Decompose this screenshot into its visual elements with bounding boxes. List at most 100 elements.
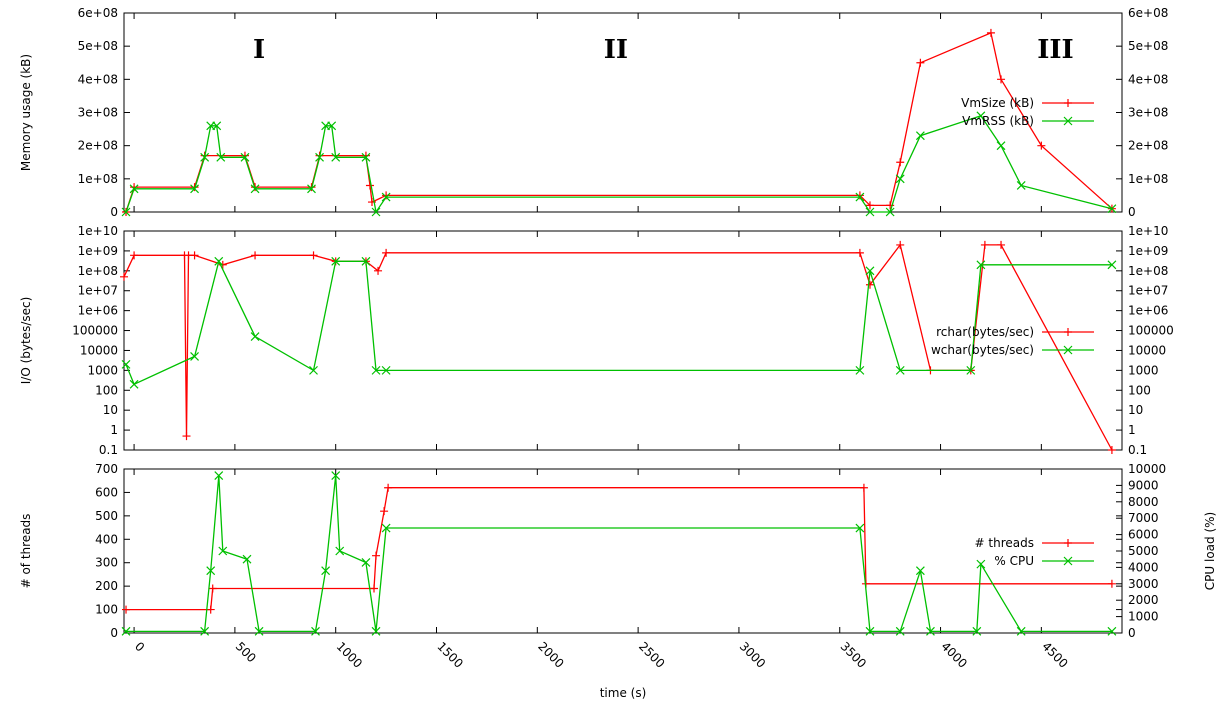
data-point — [254, 626, 264, 636]
data-point — [250, 184, 260, 194]
y-tick-label-right: 4000 — [1128, 560, 1159, 574]
data-point — [121, 626, 131, 636]
legend-label: rchar(bytes/sec) — [936, 325, 1034, 339]
y-tick-label-left: 4e+08 — [78, 72, 118, 86]
x-tick-label: 2500 — [636, 639, 667, 670]
x-tick-label: 3000 — [737, 639, 768, 670]
y-tick-label-left: 300 — [95, 556, 118, 570]
series-line-1 — [125, 259, 1112, 386]
y-tick-label-right: 1000 — [1128, 610, 1159, 624]
x-tick-label: 2000 — [535, 639, 566, 670]
data-point — [212, 121, 222, 131]
data-point — [200, 152, 210, 162]
y-tick-label-left: 10000 — [80, 343, 118, 357]
data-point — [214, 256, 224, 266]
data-point — [855, 365, 865, 375]
y-tick-label-left: 500 — [95, 509, 118, 523]
y-tick-label-left: 6e+08 — [78, 6, 118, 20]
data-point — [361, 256, 371, 266]
data-point — [895, 174, 905, 184]
y-tick-label-left: 1e+06 — [78, 304, 118, 318]
data-point — [855, 248, 864, 257]
y-tick-label-right: 7000 — [1128, 511, 1159, 525]
data-point — [382, 248, 391, 257]
data-point — [926, 626, 935, 636]
legend-marker — [1064, 99, 1072, 107]
data-point — [121, 359, 131, 369]
data-point — [240, 152, 250, 162]
data-point — [122, 605, 131, 614]
data-point — [130, 251, 139, 260]
data-point — [996, 141, 1006, 151]
y-tick-label-right: 1 — [1128, 423, 1136, 437]
phase-label: I — [253, 35, 265, 65]
y-tick-label-right: 1e+08 — [1128, 264, 1168, 278]
y-tick-label-left: 600 — [95, 485, 118, 499]
plot-frame-2 — [123, 468, 1123, 634]
legend-label: VmSize (kB) — [961, 96, 1034, 110]
data-point — [190, 251, 199, 260]
phase-label: II — [604, 35, 628, 65]
data-point — [251, 251, 260, 260]
data-point — [976, 559, 986, 569]
y-axis-label: I/O (bytes/sec) — [19, 297, 33, 385]
y-tick-label-left: 1e+10 — [78, 224, 118, 238]
y-axis-label: Memory usage (kB) — [19, 54, 33, 171]
y-tick-label-left: 1e+08 — [78, 264, 118, 278]
data-point — [972, 626, 982, 636]
data-point — [966, 365, 976, 375]
data-point — [895, 626, 905, 636]
legend-marker — [1064, 539, 1072, 547]
legend-marker — [1063, 556, 1073, 566]
data-point — [361, 152, 371, 162]
data-point — [121, 207, 131, 217]
data-point — [976, 111, 986, 121]
y-tick-label-left: 400 — [95, 532, 118, 546]
data-point — [309, 365, 318, 375]
data-point — [1107, 204, 1117, 214]
data-point — [865, 201, 874, 210]
data-point — [327, 121, 337, 131]
data-point — [1107, 579, 1116, 588]
y-tick-label-right: 8000 — [1128, 495, 1159, 509]
data-point — [865, 207, 875, 217]
data-point — [206, 605, 215, 614]
data-point — [120, 272, 128, 281]
data-point — [1107, 260, 1117, 270]
data-point — [129, 184, 139, 194]
data-point — [218, 546, 228, 556]
data-point — [208, 584, 217, 593]
y-tick-label-right: 1e+09 — [1128, 244, 1168, 258]
legend-label: % CPU — [994, 554, 1034, 568]
plot-frame-1 — [123, 230, 1123, 451]
data-point — [311, 626, 320, 636]
y-tick-label-right: 9000 — [1128, 478, 1159, 492]
y-tick-label-right: 1e+06 — [1128, 304, 1168, 318]
data-point — [865, 266, 875, 276]
data-point — [242, 554, 252, 564]
data-point — [307, 184, 316, 194]
series-line-1 — [126, 475, 1112, 633]
y-tick-label-right: 100000 — [1128, 324, 1174, 338]
x-tick-label: 1000 — [334, 639, 365, 670]
data-point — [214, 471, 224, 480]
data-point — [200, 626, 210, 636]
legend-label: # threads — [975, 536, 1034, 550]
y-tick-label-right: 4e+08 — [1128, 72, 1168, 86]
y-tick-label-right: 5000 — [1128, 544, 1159, 558]
legend-marker — [1063, 116, 1073, 126]
y-tick-label-right: 1e+07 — [1128, 284, 1168, 298]
data-point — [335, 546, 345, 556]
data-point — [384, 483, 393, 492]
x-tick-label: 500 — [233, 639, 259, 665]
x-axis-label: time (s) — [600, 686, 647, 700]
data-point — [1016, 626, 1026, 636]
data-point — [190, 352, 199, 361]
y-tick-label-left: 1e+09 — [78, 244, 118, 258]
y-tick-label-left: 1000 — [87, 363, 118, 377]
y-tick-label-right: 0 — [1128, 205, 1136, 219]
data-point — [331, 471, 341, 480]
y-tick-label-right: 0.1 — [1128, 443, 1147, 457]
data-point — [1107, 446, 1116, 454]
